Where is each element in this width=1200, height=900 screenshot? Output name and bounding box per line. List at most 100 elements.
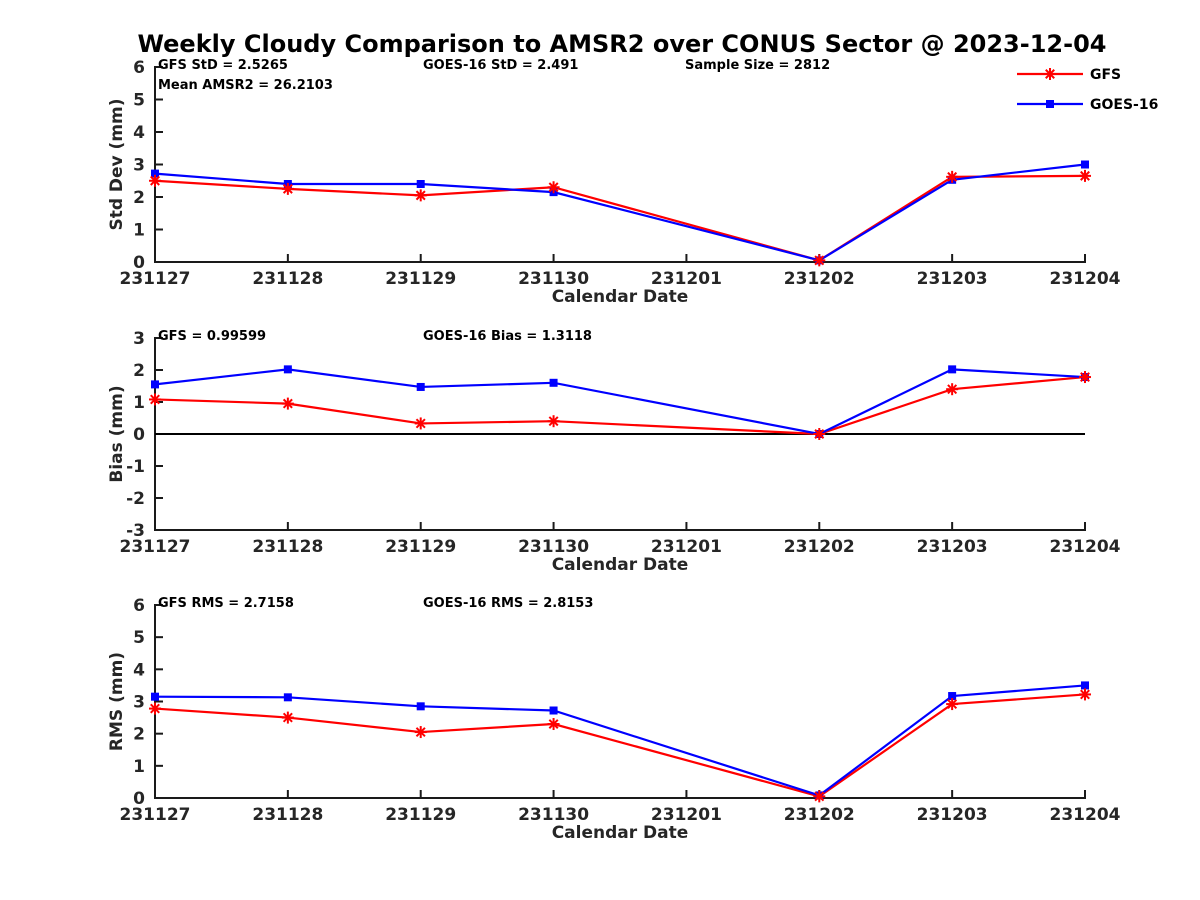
- panel-bias: -3 -2 -1 0 1 2 3 231127 231128 231129 231130 231201…: [107, 329, 1121, 575]
- star-spoke: [947, 699, 958, 710]
- square-marker: [283, 365, 292, 374]
- square-marker: [151, 169, 159, 178]
- y-tick-label: 0: [133, 789, 145, 809]
- stat-annotation: GOES-16 StD = 2.491: [423, 58, 578, 73]
- y-axis-label: Std Dev (mm): [107, 98, 127, 230]
- star-marker: [414, 189, 427, 202]
- x-axis-label: Calendar Date: [552, 823, 689, 843]
- stat-annotation: Mean AMSR2 = 26.2103: [158, 78, 333, 93]
- y-tick-label: 2: [133, 725, 145, 745]
- x-axis-label: Calendar Date: [552, 287, 689, 307]
- y-tick-label: 6: [133, 58, 145, 78]
- star-marker: [946, 170, 959, 183]
- series-line-goes-16: [154, 163, 1086, 262]
- star-marker: [281, 397, 294, 410]
- star-marker: [1079, 688, 1091, 701]
- y-tick-label: 3: [133, 329, 145, 349]
- star-spoke: [814, 255, 825, 266]
- star-spoke: [947, 171, 958, 182]
- star-marker: [1079, 371, 1091, 384]
- star-marker: [1044, 68, 1056, 80]
- square-marker: [283, 693, 292, 702]
- series-line-gfs: [154, 174, 1086, 262]
- x-tick-label: 231203: [917, 805, 988, 825]
- square-marker: [416, 180, 425, 188]
- star-marker: [813, 790, 826, 803]
- x-tick-label: 231202: [784, 805, 855, 825]
- star-spoke: [814, 429, 825, 439]
- x-tick-label: 231201: [651, 537, 722, 557]
- stat-annotation: GOES-16 Bias = 1.3118: [423, 329, 592, 344]
- panel-std-dev: 0 1 2 3 4 5 6 231127 231128 231129 231130 231201 231…: [107, 58, 1121, 307]
- legend-label: GFS: [1090, 67, 1121, 83]
- star-marker: [547, 415, 560, 428]
- star-spoke: [548, 182, 559, 193]
- square-marker: [948, 692, 957, 701]
- star-spoke: [548, 416, 559, 427]
- star-spoke: [150, 394, 160, 405]
- star-spoke: [1080, 372, 1090, 382]
- star-marker: [547, 181, 560, 194]
- x-tick-label: 231127: [120, 805, 191, 825]
- star-spoke: [150, 703, 160, 714]
- y-tick-label: -2: [126, 489, 145, 509]
- star-marker: [813, 254, 826, 267]
- x-tick-label: 231201: [651, 269, 722, 289]
- x-tick-label: 231202: [784, 537, 855, 557]
- stat-annotation: GFS RMS = 2.7158: [158, 596, 294, 611]
- x-tick-label: 231204: [1050, 537, 1121, 557]
- legend-entry-goes-16: GOES-16: [1017, 97, 1158, 113]
- y-tick-label: 2: [133, 188, 145, 208]
- x-tick-label: 231129: [385, 537, 456, 557]
- chart-legend: GFS GOES-16: [1017, 67, 1158, 113]
- star-spoke: [415, 190, 426, 201]
- x-tick-label: 231128: [252, 269, 323, 289]
- star-spoke: [415, 418, 426, 429]
- star-spoke: [1045, 69, 1055, 79]
- square-marker: [151, 692, 159, 701]
- star-spoke: [282, 712, 293, 723]
- star-marker: [813, 428, 826, 440]
- legend-label: GOES-16: [1090, 97, 1158, 113]
- y-tick-label: -3: [126, 521, 145, 541]
- y-tick-label: 6: [133, 596, 145, 616]
- square-marker: [549, 378, 558, 387]
- x-tick-label: 231201: [651, 805, 722, 825]
- y-tick-label: 0: [133, 425, 145, 445]
- y-tick-label: 1: [133, 757, 145, 777]
- x-tick-label: 231128: [252, 537, 323, 557]
- star-marker: [149, 393, 161, 406]
- star-spoke: [282, 183, 293, 194]
- x-tick-label: 231130: [518, 269, 589, 289]
- star-marker: [149, 702, 161, 715]
- star-spoke: [814, 791, 825, 802]
- star-spoke: [282, 398, 293, 409]
- x-axis-label: Calendar Date: [552, 555, 689, 575]
- x-tick-label: 231204: [1050, 805, 1121, 825]
- square-marker: [948, 365, 957, 374]
- square-marker: [1046, 100, 1054, 108]
- star-marker: [1079, 169, 1091, 182]
- panel-rms: 0 1 2 3 4 5 6 231127 231128 231129 231130 231201 231…: [107, 596, 1121, 843]
- x-tick-label: 231203: [917, 537, 988, 557]
- y-tick-label: 1: [133, 393, 145, 413]
- square-marker: [416, 702, 425, 711]
- square-marker: [416, 382, 425, 391]
- chart-title: Weekly Cloudy Comparison to AMSR2 over C…: [138, 30, 1107, 58]
- x-tick-label: 231130: [518, 537, 589, 557]
- square-marker: [1081, 160, 1089, 169]
- stat-annotation: GFS = 0.99599: [158, 329, 266, 344]
- y-tick-label: -1: [126, 457, 145, 477]
- star-spoke: [1080, 170, 1090, 181]
- square-marker: [549, 706, 558, 715]
- x-tick-label: 231128: [252, 805, 323, 825]
- square-marker: [1081, 681, 1089, 690]
- x-tick-label: 231130: [518, 805, 589, 825]
- y-tick-label: 0: [133, 253, 145, 273]
- x-tick-label: 231203: [917, 269, 988, 289]
- star-marker: [149, 174, 161, 187]
- y-tick-label: 2: [133, 361, 145, 381]
